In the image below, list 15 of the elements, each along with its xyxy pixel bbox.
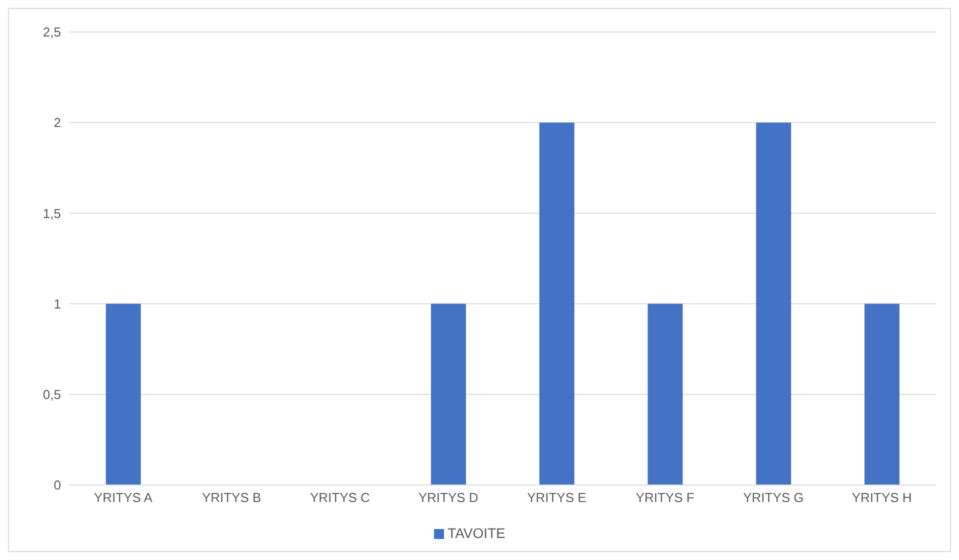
x-tick-label: YRITYS H: [852, 490, 912, 506]
y-tick-label: 0,5: [42, 387, 61, 402]
x-tick-label: YRITYS A: [94, 490, 153, 506]
y-tick-label: 2,5: [42, 24, 61, 40]
x-tick-label: YRITYS B: [202, 490, 262, 506]
x-tick-label: YRITYS C: [310, 490, 370, 506]
legend-label: TAVOITE: [448, 525, 506, 541]
y-tick-label: 2: [54, 115, 61, 130]
x-tick-label: YRITYS E: [527, 490, 587, 506]
y-tick-label: 1,5: [42, 206, 61, 221]
x-tick-label: YRITYS G: [743, 490, 804, 506]
x-tick-label: YRITYS D: [418, 490, 478, 506]
y-tick-label: 1: [54, 296, 61, 312]
y-tick-label: 0: [54, 478, 61, 493]
x-tick-label: YRITYS F: [636, 490, 694, 506]
